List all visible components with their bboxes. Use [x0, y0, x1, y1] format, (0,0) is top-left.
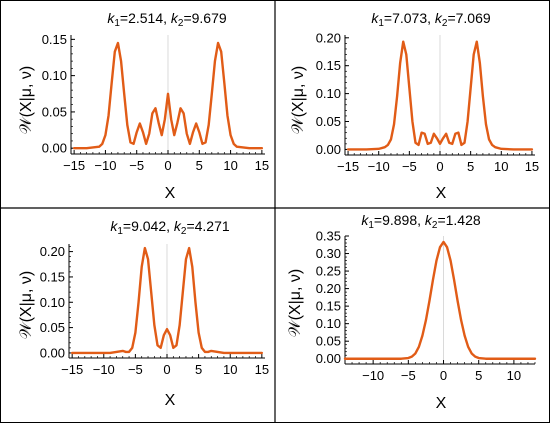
x-axis-label: X [436, 185, 447, 202]
x-tick-label: −10 [368, 159, 390, 174]
y-tick-label: 0.00 [40, 345, 65, 360]
x-tick-label: −10 [94, 158, 116, 173]
x-tick-label: −15 [61, 362, 83, 377]
x-tick-label: −10 [93, 362, 115, 377]
x-tick-label: 5 [195, 362, 202, 377]
x-tick-label: 15 [255, 362, 269, 377]
x-axis-label: X [165, 185, 176, 202]
y-tick-label: 0.00 [42, 141, 67, 156]
y-axis-label: 𝒲(X|μ, ν) [18, 66, 35, 134]
y-tick-label: 0.10 [316, 86, 341, 101]
y-tick-label: 0.15 [42, 32, 67, 47]
y-tick-label: 0.20 [316, 281, 341, 296]
y-tick-label: 0.10 [316, 316, 341, 331]
y-tick-label: 0.05 [42, 104, 67, 119]
y-tick-label: 0.10 [42, 68, 67, 83]
panel-title: k1=2.514, k2=9.679 [107, 10, 227, 29]
series-line [343, 240, 537, 360]
x-tick-label: 0 [436, 159, 443, 174]
x-tick-label: −15 [63, 158, 85, 173]
panel-top-right: k1=7.073, k2=7.069 𝒲(X|μ, ν) X −15 −10 −5 0… [290, 10, 539, 202]
y-tick-label: 0.00 [316, 351, 341, 366]
panel-top-left: k1=2.514, k2=9.679 𝒲(X|μ, ν) X −15 −10 −5 0… [18, 10, 269, 202]
x-tick-label: 15 [255, 158, 269, 173]
x-tick-label: 10 [223, 362, 237, 377]
y-tick-label: 0.30 [316, 246, 341, 261]
panel-bottom-left: k1=9.042, k2=4.271 𝒲(X|μ, ν) X −15 −10 −5 0… [18, 218, 269, 409]
x-tick-label: 10 [223, 158, 237, 173]
panel-bottom-right: k1=9.898, k2=1.428 𝒲(X|μ, ν) X −10 −5 0 5 10… [287, 212, 537, 412]
x-tick-label: −5 [129, 158, 144, 173]
y-tick-label: 0.20 [316, 30, 341, 45]
x-tick-label: 5 [475, 368, 482, 383]
x-tick-label: −15 [337, 159, 359, 174]
x-tick-label: 10 [507, 368, 521, 383]
x-tick-label: 5 [467, 159, 474, 174]
x-axis-label: X [165, 392, 176, 409]
series-line [70, 246, 264, 355]
x-tick-label: 0 [164, 158, 171, 173]
y-tick-label: 0.20 [40, 244, 65, 259]
panel-title: k1=7.073, k2=7.069 [371, 10, 491, 29]
y-tick-label: 0.05 [316, 334, 341, 349]
x-axis-label: X [436, 395, 447, 412]
series-line [72, 41, 264, 150]
y-tick-label: 0.25 [316, 264, 341, 279]
y-axis-label: 𝒲(X|μ, ν) [290, 66, 307, 134]
y-tick-label: 0.05 [40, 320, 65, 335]
x-tick-label: 15 [525, 159, 539, 174]
x-tick-label: 5 [196, 158, 203, 173]
y-tick-label: 0.15 [40, 269, 65, 284]
x-tick-label: −10 [362, 368, 384, 383]
x-tick-label: −5 [128, 362, 143, 377]
y-axis-label: 𝒲(X|μ, ν) [18, 271, 35, 339]
panel-title: k1=9.042, k2=4.271 [110, 218, 230, 237]
y-tick-label: 0.00 [316, 142, 341, 157]
x-tick-label: 10 [494, 159, 508, 174]
series-line [346, 40, 534, 151]
y-tick-label: 0.10 [40, 295, 65, 310]
x-tick-label: 0 [440, 368, 447, 383]
y-tick-label: 0.15 [316, 299, 341, 314]
y-tick-label: 0.05 [316, 114, 341, 129]
panel-title: k1=9.898, k2=1.428 [361, 212, 481, 231]
y-tick-label: 0.35 [316, 229, 341, 244]
y-tick-label: 0.15 [316, 58, 341, 73]
x-tick-label: 0 [163, 362, 170, 377]
x-tick-label: −5 [401, 368, 416, 383]
y-axis-label: 𝒲(X|μ, ν) [287, 269, 304, 337]
x-tick-label: −5 [402, 159, 417, 174]
